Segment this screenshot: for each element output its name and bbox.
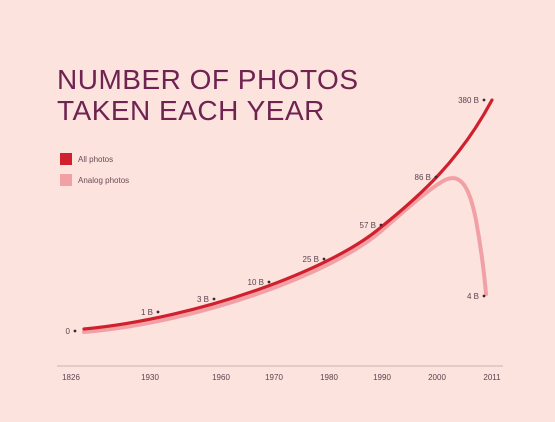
x-tick-label-1970: 1970 [265,373,283,382]
x-tick-label-1980: 1980 [320,373,338,382]
x-tick-label-1990: 1990 [373,373,391,382]
x-tick-label-1930: 1930 [141,373,159,382]
data-label-all-photos-1930: 1 B [141,308,153,317]
x-tick-label-2011: 2011 [483,373,501,382]
data-label-all-photos-1970: 10 B [248,278,264,287]
data-point-dot-all-photos-1970 [267,280,271,284]
legend-label-all-photos: All photos [78,154,114,164]
data-point-dot-all-photos-2000 [434,175,438,179]
data-label-all-photos-2000: 86 B [415,173,431,182]
data-point-dot-all-photos-1930 [156,310,160,314]
legend-label-analog-photos: Analog photos [78,175,130,185]
legend-item-all-photos: All photos [60,152,113,166]
data-point-dot-analog-photos-2011 [482,294,486,298]
legend-swatch-all-photos [60,153,72,165]
data-label-all-photos-1990: 57 B [360,221,376,230]
chart-title-line-1: NUMBER OF PHOTOS [57,64,359,95]
x-tick-label-1960: 1960 [212,373,230,382]
x-tick-label-1826: 1826 [62,373,80,382]
data-label-analog-photos-2011: 4 B [467,292,479,301]
all-photos-line [82,98,494,331]
data-label-all-photos-1960: 3 B [197,295,209,304]
data-point-labels: 0 1 B 3 B 10 B 25 B 57 B 86 B 380 B 4 B [66,96,486,336]
data-point-dot-all-photos-1826 [73,329,77,333]
data-point-dot-all-photos-2011 [482,98,486,102]
x-tick-label-2000: 2000 [428,373,446,382]
analog-photos-line [82,176,488,334]
chart-title-line-2: TAKEN EACH YEAR [57,95,325,126]
legend-item-analog-photos: Analog photos [60,173,129,187]
data-point-dot-all-photos-1980 [322,257,326,261]
data-point-dot-all-photos-1990 [379,223,383,227]
data-label-all-photos-2011: 380 B [458,96,479,105]
data-label-all-photos-1826: 0 [66,327,71,336]
data-point-dot-all-photos-1960 [212,297,216,301]
legend-swatch-analog-photos [60,174,72,186]
data-label-all-photos-1980: 25 B [303,255,319,264]
x-axis-ticks: 1826 1930 1960 1970 1980 1990 2000 2011 [62,373,501,382]
